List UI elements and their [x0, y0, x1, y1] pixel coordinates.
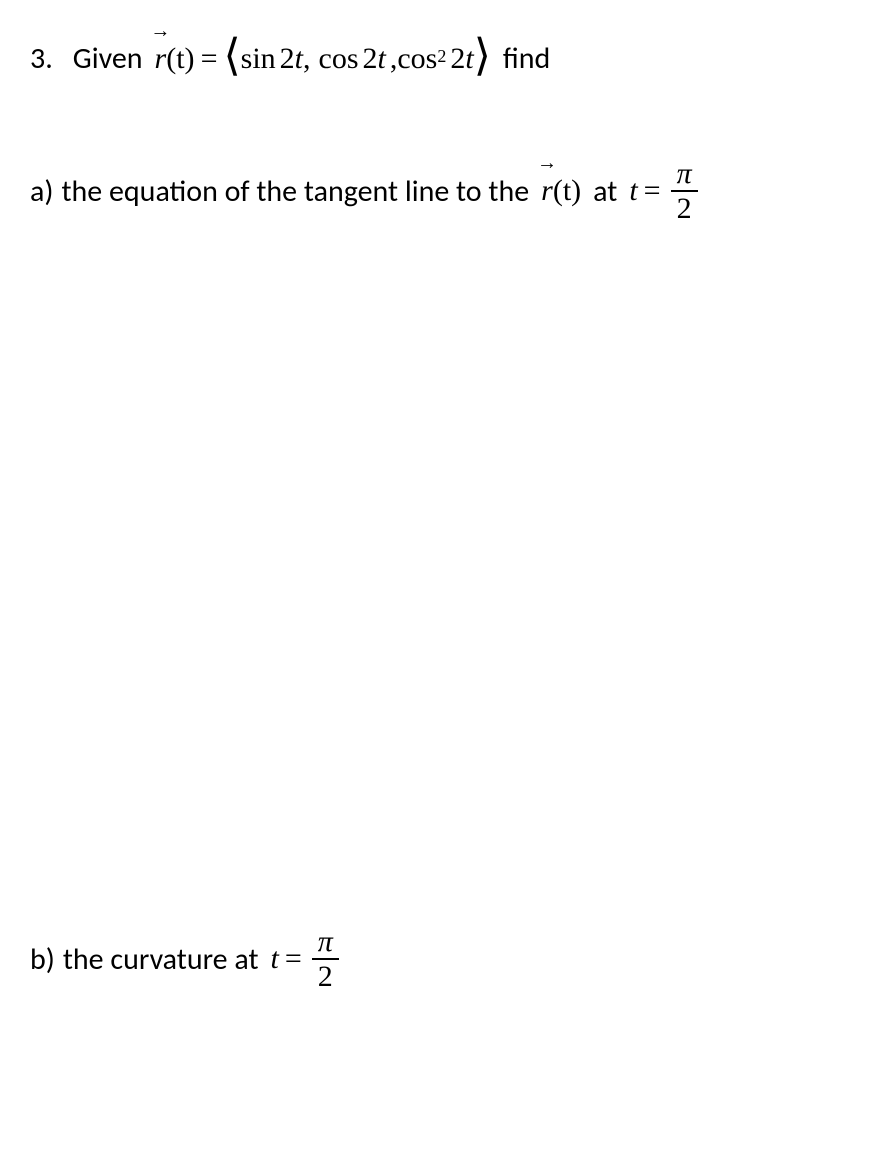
comp1-var: t: [295, 42, 303, 76]
comma2: ,: [390, 42, 398, 76]
problem-number: 3.: [30, 40, 53, 77]
eq-sign-a: =: [644, 174, 661, 208]
part-a-text2: at: [593, 173, 617, 210]
comp1-arg: 2: [280, 42, 295, 76]
comp3-var: t: [465, 42, 473, 76]
vector-r-a: r: [541, 174, 553, 208]
fraction-pi-2-b: π 2: [312, 925, 339, 993]
left-angle-bracket: ⟨: [223, 41, 240, 71]
t-var-a: t: [629, 174, 637, 208]
fraction-pi-2-a: π 2: [671, 157, 698, 225]
equals-sign: =: [201, 42, 218, 76]
given-text: Given: [73, 40, 143, 77]
vector-r: r: [155, 42, 167, 76]
part-b: b) the curvature at t = π 2: [30, 925, 864, 993]
comp2-arg: 2: [363, 42, 378, 76]
frac-den-b: 2: [312, 960, 339, 993]
part-a-vector: r (t): [541, 174, 581, 208]
part-b-text1: the curvature at: [63, 941, 259, 978]
eq-sign-b: =: [285, 942, 302, 976]
comma1: ,: [303, 42, 311, 76]
part-a: a) the equation of the tangent line to t…: [30, 157, 864, 225]
right-angle-bracket: ⟩: [474, 41, 491, 71]
cos-squared: 2: [437, 46, 446, 67]
part-a-label: a): [30, 173, 53, 210]
param-t-a: (t): [553, 174, 581, 208]
part-b-label: b): [30, 941, 55, 978]
comp3-arg: 2: [450, 42, 465, 76]
comp2-var: t: [378, 42, 386, 76]
param-t: (t): [166, 42, 194, 76]
cos2-fn: cos: [397, 42, 437, 76]
t-var-b: t: [271, 942, 279, 976]
part-a-text1: the equation of the tangent line to the: [61, 173, 529, 210]
frac-den-a: 2: [671, 192, 698, 225]
find-text: find: [503, 40, 550, 77]
sin-fn: sin: [241, 42, 276, 76]
frac-num-b: π: [312, 925, 339, 960]
cos-fn: cos: [319, 42, 359, 76]
vector-function: r (t) = ⟨ sin 2 t , cos 2 t , cos 2 2 t …: [155, 42, 491, 76]
problem-statement: 3. Given r (t) = ⟨ sin 2 t , cos 2 t , c…: [30, 40, 864, 77]
frac-num-a: π: [671, 157, 698, 192]
